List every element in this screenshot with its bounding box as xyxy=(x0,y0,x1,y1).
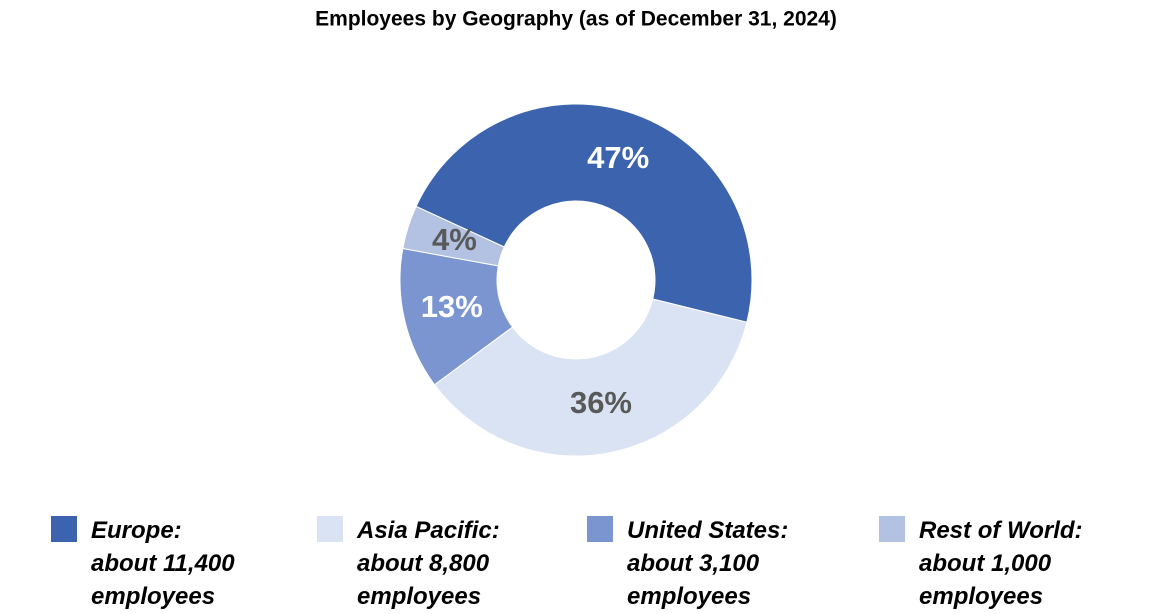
chart-title: Employees by Geography (as of December 3… xyxy=(315,8,837,31)
slice xyxy=(415,103,753,323)
legend-label: Asia Pacific: xyxy=(357,517,500,544)
legend-detail: about 8,800 employees xyxy=(357,550,490,610)
value-label: 47% xyxy=(587,140,649,175)
slice xyxy=(402,205,505,267)
legend-text: United States: about 3,100 employees xyxy=(627,514,817,613)
legend-text: Europe: about 11,400 employees xyxy=(91,514,281,613)
value-label: 4% xyxy=(432,222,477,257)
value-label: 13% xyxy=(421,289,483,324)
legend-label: Rest of World: xyxy=(919,517,1083,544)
legend-text: Rest of World: about 1,000 employees xyxy=(919,514,1109,613)
slice xyxy=(399,247,514,386)
legend-swatch xyxy=(51,516,77,542)
slice xyxy=(433,298,748,457)
legend-detail: about 1,000 employees xyxy=(919,550,1052,610)
legend-label: United States: xyxy=(627,517,789,544)
legend-item: Europe: about 11,400 employees xyxy=(51,514,281,613)
legend-item: Rest of World: about 1,000 employees xyxy=(879,514,1109,613)
legend-detail: about 3,100 employees xyxy=(627,550,760,610)
value-label: 36% xyxy=(570,385,632,420)
legend-swatch xyxy=(879,516,905,542)
legend-text: Asia Pacific: about 8,800 employees xyxy=(357,514,547,613)
legend-swatch xyxy=(587,516,613,542)
legend-detail: about 11,400 employees xyxy=(91,550,235,610)
legend-item: Asia Pacific: about 8,800 employees xyxy=(317,514,547,613)
chart: Employees by Geography (as of December 3… xyxy=(315,8,837,457)
legend-label: Europe: xyxy=(91,517,182,544)
legend-swatch xyxy=(317,516,343,542)
legend-item: United States: about 3,100 employees xyxy=(587,514,817,613)
